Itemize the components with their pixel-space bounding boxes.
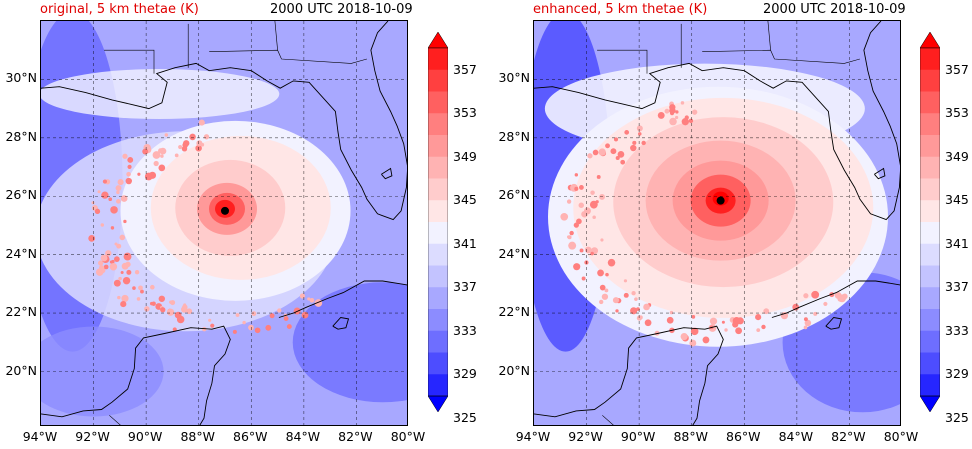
lon-tick-label: 80°W (390, 429, 426, 444)
right-panel-title: enhanced, 5 km thetae (K) (533, 2, 708, 17)
storm-center-marker (716, 196, 725, 205)
lat-tick-label: 26°N (5, 187, 37, 203)
right-panel-time: 2000 UTC 2018-10-09 (763, 2, 906, 17)
lon-tick-label: 88°W (673, 429, 708, 444)
right-map-svg (534, 21, 900, 425)
colorbar-tick-label: 325 (453, 409, 477, 425)
lon-tick-label: 82°W (831, 429, 866, 444)
lon-tick-label: 94°W (515, 429, 551, 444)
left-map-svg (41, 21, 407, 425)
left-panel-title: original, 5 km thetae (K) (40, 2, 199, 17)
lat-tick-label: 20°N (498, 362, 530, 378)
left-colorbar (427, 31, 449, 413)
colorbar-tick-label: 333 (453, 322, 477, 338)
lat-tick-label: 26°N (498, 187, 530, 203)
left-panel-time: 2000 UTC 2018-10-09 (270, 2, 413, 17)
lon-tick-label: 84°W (778, 429, 814, 444)
storm-center-marker (221, 206, 229, 215)
lon-tick-label: 84°W (285, 429, 321, 444)
colorbar-tick-label: 341 (453, 235, 477, 251)
lat-tick-label: 28°N (5, 128, 37, 144)
left-map (40, 20, 408, 426)
colorbar-tick-label: 345 (945, 192, 969, 208)
lat-tick-label: 28°N (498, 128, 530, 144)
colorbar-tick-label: 357 (453, 61, 477, 77)
colorbar-tick-label: 337 (453, 279, 477, 295)
colorbar-tick-label: 329 (945, 366, 969, 382)
colorbar-tick-label: 345 (453, 192, 477, 208)
lat-tick-label: 20°N (5, 362, 37, 378)
colorbar-tick-label: 353 (945, 105, 969, 121)
lon-tick-label: 82°W (338, 429, 373, 444)
colorbar-tick-label: 341 (945, 235, 969, 251)
lat-tick-label: 22°N (498, 304, 530, 320)
lon-tick-label: 86°W (233, 429, 268, 444)
lon-tick-label: 80°W (883, 429, 919, 444)
right-colorbar (919, 31, 941, 413)
colorbar-tick-label: 333 (945, 322, 969, 338)
lat-tick-label: 24°N (5, 245, 37, 261)
colorbar-tick-label: 337 (945, 279, 969, 295)
lat-tick-label: 22°N (5, 304, 37, 320)
lon-tick-label: 90°W (620, 429, 656, 444)
lon-tick-label: 94°W (22, 429, 58, 444)
lon-tick-label: 92°W (75, 429, 110, 444)
colorbar-tick-label: 325 (945, 409, 969, 425)
colorbar-tick-label: 357 (945, 61, 969, 77)
lon-tick-label: 90°W (127, 429, 163, 444)
colorbar-tick-label: 353 (453, 105, 477, 121)
lon-tick-label: 92°W (568, 429, 603, 444)
colorbar-tick-label: 349 (945, 148, 969, 164)
colorbar-tick-label: 329 (453, 366, 477, 382)
lon-tick-label: 86°W (726, 429, 761, 444)
lon-tick-label: 88°W (180, 429, 215, 444)
colorbar-tick-label: 349 (453, 148, 477, 164)
right-map (533, 20, 901, 426)
lat-tick-label: 30°N (5, 70, 37, 86)
lat-tick-label: 30°N (498, 70, 530, 86)
lat-tick-label: 24°N (498, 245, 530, 261)
